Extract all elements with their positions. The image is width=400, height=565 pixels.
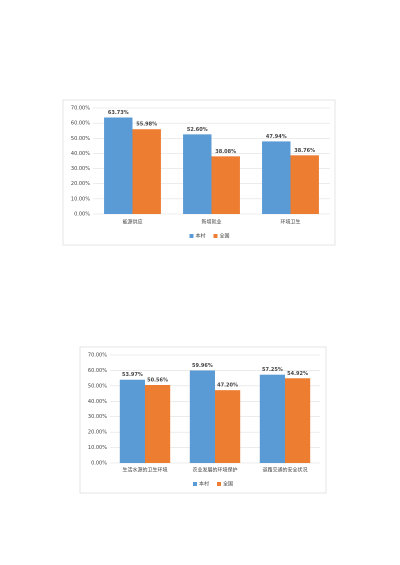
bar [119, 379, 145, 463]
x-tick-label: 农业发展的环境保护 [192, 467, 237, 474]
y-tick-label: 50.00% [88, 383, 107, 389]
legend-label: 本村 [199, 481, 209, 488]
y-tick-label: 40.00% [88, 399, 107, 405]
legend-swatch [189, 234, 194, 238]
legend-label: 本村 [196, 233, 206, 240]
y-tick-label: 30.00% [88, 414, 107, 420]
data-label: 53.97% [122, 372, 143, 378]
data-label: 50.56% [147, 377, 168, 383]
y-tick-label: 0.00% [74, 212, 90, 218]
data-label: 38.08% [215, 149, 236, 155]
y-tick-label: 70.00% [88, 353, 107, 359]
y-tick-label: 10.00% [71, 196, 90, 202]
x-tick-label: 生活水源的卫生环境 [122, 467, 167, 474]
legend-label: 全国 [220, 233, 230, 240]
data-label: 47.94% [266, 134, 287, 140]
bar [104, 117, 133, 214]
legend-swatch [193, 482, 197, 486]
data-label: 55.98% [136, 122, 157, 128]
y-tick-label: 10.00% [88, 445, 107, 451]
x-tick-label: 环境卫生 [280, 219, 300, 226]
x-tick-label: 新增就业 [201, 219, 221, 226]
y-tick-label: 20.00% [71, 181, 90, 187]
y-tick-label: 50.00% [71, 136, 90, 142]
y-tick-label: 30.00% [71, 166, 90, 172]
bar [145, 384, 171, 463]
x-tick-label: 道路交通的安全状况 [262, 467, 307, 474]
legend-swatch [217, 482, 221, 486]
y-tick-label: 60.00% [88, 368, 107, 374]
data-label: 47.20% [217, 383, 238, 389]
bar [262, 141, 291, 214]
y-tick-label: 40.00% [71, 151, 90, 157]
data-label: 52.60% [187, 127, 208, 133]
bar [290, 155, 319, 214]
bar [189, 370, 215, 463]
data-label: 38.76% [294, 148, 315, 154]
data-label: 59.96% [192, 363, 213, 369]
data-label: 54.92% [287, 371, 308, 377]
y-tick-label: 20.00% [88, 430, 107, 436]
bar [211, 156, 240, 214]
legend-label: 全国 [223, 481, 233, 488]
x-tick-label: 能源供应 [122, 219, 142, 226]
bar [183, 134, 212, 214]
data-label: 63.73% [108, 110, 129, 116]
y-tick-label: 70.00% [71, 106, 90, 112]
bar [259, 374, 285, 463]
y-tick-label: 60.00% [71, 121, 90, 127]
legend-swatch [213, 234, 218, 238]
y-tick-label: 0.00% [91, 461, 107, 467]
bar [132, 129, 161, 214]
bar [285, 378, 311, 463]
data-label: 57.25% [262, 367, 283, 373]
bar [215, 390, 241, 463]
